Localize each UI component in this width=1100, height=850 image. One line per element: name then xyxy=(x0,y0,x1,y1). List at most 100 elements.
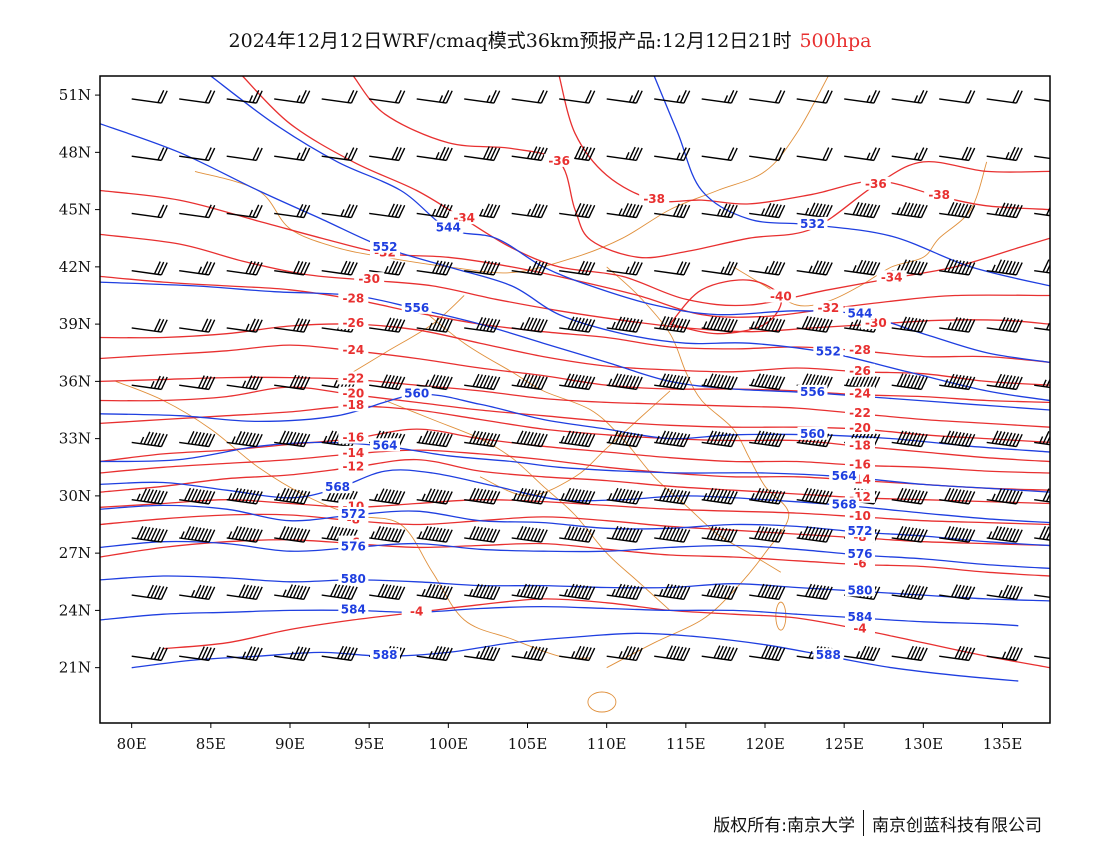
height-contour-label-bg xyxy=(338,539,369,553)
height-contour-label: 544 xyxy=(436,221,461,235)
wind-barb xyxy=(606,89,643,104)
height-contour-label-bg xyxy=(797,216,828,230)
wind-barb xyxy=(511,89,548,104)
wind-barb xyxy=(416,146,453,162)
temperature-contour-label: -26 xyxy=(849,364,871,378)
wind-barb xyxy=(511,203,548,219)
wind-barb xyxy=(701,583,738,600)
height-contour-label-bg xyxy=(845,306,875,320)
wind-barb xyxy=(654,526,691,543)
height-contour-label-bg xyxy=(338,602,369,616)
temperature-contour-line xyxy=(163,598,1050,669)
wind-barb xyxy=(844,645,881,662)
wind-barbs xyxy=(131,89,1050,662)
wind-barb xyxy=(749,526,786,543)
temperature-contour-label: -4 xyxy=(853,621,866,635)
temperature-contour-label-bg xyxy=(845,386,875,400)
temperature-contour-label: -18 xyxy=(342,398,364,412)
wind-barb xyxy=(606,316,643,333)
wind-barb xyxy=(369,203,406,219)
temperature-contour-label: -24 xyxy=(342,343,364,357)
wind-barb xyxy=(274,318,311,333)
wind-barb xyxy=(939,89,976,104)
wind-barb xyxy=(654,261,691,276)
wind-barb xyxy=(226,204,263,219)
wind-barb xyxy=(749,645,786,662)
wind-barb xyxy=(796,487,833,505)
wind-barb xyxy=(986,488,1023,505)
wind-barb xyxy=(796,147,833,162)
wind-barb xyxy=(701,203,738,219)
height-contour-label-bg xyxy=(401,300,432,314)
height-contour-line xyxy=(131,632,1019,682)
height-contour-label-bg xyxy=(322,480,353,494)
wind-barb xyxy=(274,147,311,162)
wind-barb xyxy=(749,89,786,104)
height-contour-label: 584 xyxy=(341,602,366,616)
height-contour-line xyxy=(100,575,1050,602)
wind-barb xyxy=(654,645,691,662)
height-contour-label: 560 xyxy=(800,427,825,441)
wind-barb xyxy=(939,584,976,600)
wind-barb xyxy=(796,526,833,543)
wind-barb xyxy=(369,526,406,543)
wind-barb xyxy=(654,89,691,104)
wind-barb xyxy=(701,147,738,162)
wind-barb xyxy=(891,487,928,505)
temperature-contour-label: -40 xyxy=(770,289,792,303)
wind-barb xyxy=(179,147,216,162)
temperature-contour-label-bg xyxy=(845,421,875,435)
wind-barb xyxy=(369,146,406,162)
wind-barb xyxy=(749,203,786,219)
temperature-contour-label-bg xyxy=(544,153,575,167)
temperature-contour-label: -22 xyxy=(342,371,364,385)
temperature-contour-label-bg xyxy=(876,270,907,284)
wind-barb xyxy=(511,373,548,391)
plot-area: -40-38-38-36-36-34-34-32-32-30-30-28-28-… xyxy=(100,76,1050,713)
wind-barb xyxy=(939,645,976,662)
wind-barb xyxy=(796,583,833,600)
copyright-footer: 版权所有:南京大学 南京创蓝科技有限公司 xyxy=(713,810,1042,836)
wind-barb xyxy=(891,373,928,391)
wind-barb xyxy=(416,583,453,600)
wind-barb xyxy=(559,260,596,276)
wind-barb xyxy=(559,316,596,333)
temperature-contour-label-bg xyxy=(845,508,875,522)
height-contour-label-bg xyxy=(338,506,369,520)
wind-barb xyxy=(606,645,643,662)
height-contour-label-bg xyxy=(829,497,860,511)
wind-barb xyxy=(559,89,596,104)
wind-barb xyxy=(131,89,168,104)
wind-barb xyxy=(179,375,216,391)
lon-tick-label: 115E xyxy=(666,735,706,753)
height-contour-label: 580 xyxy=(341,572,366,586)
wind-barb xyxy=(1034,374,1050,391)
height-contour-label-bg xyxy=(845,610,875,624)
temperature-contour-label: -30 xyxy=(358,272,380,286)
wind-barb xyxy=(226,431,263,448)
temperature-contour-label-bg xyxy=(338,291,369,305)
temperature-contour-label-bg xyxy=(813,300,844,314)
wind-barb xyxy=(749,430,786,448)
temperature-contour-label: -6 xyxy=(853,557,866,571)
temperature-contour-label: -20 xyxy=(342,387,364,401)
wind-barb xyxy=(891,430,928,448)
temperature-contour-label: -20 xyxy=(849,421,871,435)
temperature-contour-label: -12 xyxy=(342,459,364,473)
height-contour-label-bg xyxy=(433,220,464,234)
wind-barb xyxy=(369,317,406,333)
wind-barb xyxy=(986,317,1023,333)
height-contour-label: 564 xyxy=(372,438,397,452)
wind-barb xyxy=(321,147,358,162)
wind-barb xyxy=(939,202,976,219)
wind-barb xyxy=(464,645,501,662)
wind-barb xyxy=(749,583,786,600)
border-line xyxy=(194,76,829,274)
lat-tick-label: 45N xyxy=(59,201,91,219)
wind-barb xyxy=(986,202,1023,219)
wind-barb xyxy=(226,487,263,505)
wind-barb xyxy=(131,147,168,162)
wind-barb xyxy=(1034,155,1050,162)
height-contour-label: 568 xyxy=(832,497,857,511)
wind-barb xyxy=(606,261,643,276)
